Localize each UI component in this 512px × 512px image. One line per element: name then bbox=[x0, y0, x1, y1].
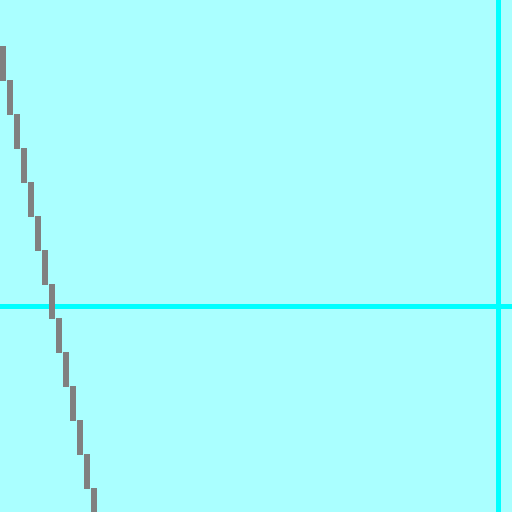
stroke-segment bbox=[28, 182, 34, 217]
stroke-segment bbox=[63, 352, 69, 387]
stroke-segment bbox=[70, 386, 76, 421]
horizontal-guide-line[interactable] bbox=[0, 304, 512, 309]
stroke-segment bbox=[35, 216, 41, 251]
vertical-guide-line[interactable] bbox=[496, 0, 501, 512]
stroke-segment bbox=[21, 148, 27, 183]
stroke-segment bbox=[77, 420, 83, 455]
stroke-segment bbox=[7, 80, 13, 115]
stroke-segment bbox=[42, 250, 48, 285]
stroke-segment bbox=[84, 454, 90, 489]
stroke-segment bbox=[49, 284, 55, 319]
stroke-segment bbox=[91, 488, 97, 512]
diagonal-stroke bbox=[0, 46, 97, 512]
stroke-segment bbox=[14, 114, 20, 149]
stroke-segment bbox=[0, 46, 6, 81]
stroke-segment bbox=[56, 318, 62, 353]
